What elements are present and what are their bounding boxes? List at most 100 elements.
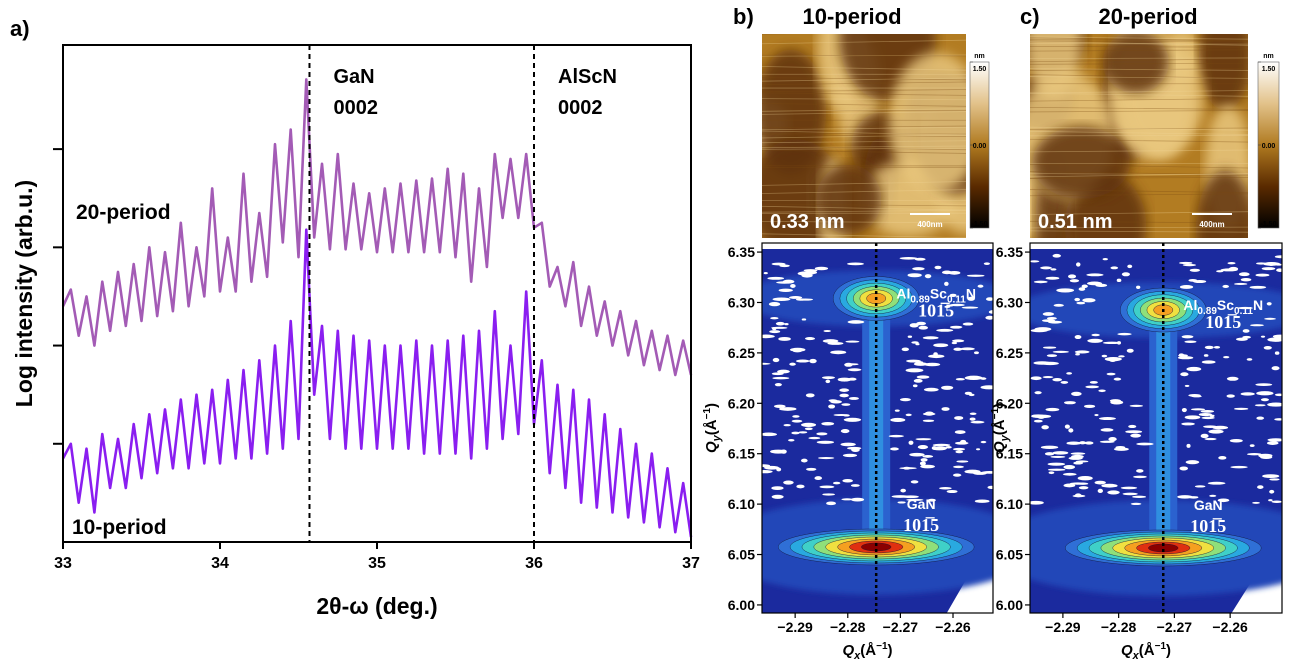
rsm-speckle — [1249, 285, 1267, 289]
afm-texture — [1030, 211, 1248, 215]
annotation: GaN — [333, 66, 374, 88]
series-label: 10-period — [72, 516, 167, 539]
afm-texture — [1030, 74, 1248, 79]
afm-texture — [762, 147, 966, 150]
roughness-label: 0.33 nm — [770, 211, 844, 233]
peak-index: 101̅5 — [918, 300, 954, 320]
rsm-speckle — [1033, 419, 1043, 423]
afm-texture — [1030, 57, 1248, 60]
x-tick-label: −2.28 — [1101, 619, 1137, 635]
rsm-speckle — [1209, 494, 1217, 497]
rsm-speckle — [1102, 258, 1109, 261]
rsm-speckle — [1031, 414, 1040, 418]
afm-feature — [1032, 126, 1131, 200]
rsm-speckle — [789, 362, 796, 366]
y-tick-label: 6.25 — [996, 345, 1023, 361]
rsm-speckle — [916, 321, 927, 326]
rsm-speckle — [891, 495, 909, 498]
afm-texture — [762, 149, 966, 154]
afm-texture — [762, 233, 966, 238]
rsm-speckle — [763, 272, 768, 275]
rsm-speckle — [922, 336, 939, 340]
afm-texture — [762, 126, 966, 131]
rsm-speckle — [779, 264, 790, 268]
afm-texture — [1030, 189, 1248, 194]
afm-texture — [762, 130, 966, 136]
label-part: Q — [703, 441, 720, 453]
afm-feature — [1195, 170, 1248, 238]
rsm-speckle — [1118, 355, 1125, 358]
rsm-speckle — [1217, 498, 1230, 503]
colorbar-unit: nm — [1263, 53, 1274, 60]
rsm-speckle — [1042, 346, 1057, 349]
afm-texture — [1030, 226, 1248, 229]
rsm-speckle — [1121, 272, 1130, 277]
rsm-speckle — [917, 445, 929, 450]
rsm-speckle — [767, 276, 785, 280]
rsm-speckle — [1230, 465, 1248, 469]
rsm-speckle — [909, 323, 919, 328]
rsm-speckle — [1129, 404, 1144, 408]
rsm-speckle — [1247, 452, 1262, 456]
rsm-speckle — [1042, 312, 1055, 316]
rsm-speckle — [1099, 440, 1115, 443]
afm-texture — [762, 39, 966, 45]
rsm-speckle — [980, 377, 987, 380]
y-tick-label: 6.15 — [996, 446, 1023, 462]
rsm-speckle — [977, 284, 984, 288]
rsm-speckle — [1207, 481, 1226, 485]
afm-texture — [762, 181, 966, 186]
rsm-speckle — [1136, 469, 1144, 473]
rsm-speckle — [894, 409, 900, 412]
label-part: ) — [888, 642, 893, 659]
rsm-speckle — [956, 460, 969, 463]
rsm-speckle — [768, 302, 781, 307]
rsm-speckle — [840, 442, 856, 447]
rsm-speckle — [1255, 383, 1273, 386]
label-part: ) — [703, 403, 720, 408]
rsm-speckle — [1220, 268, 1238, 272]
rsm-speckle — [770, 449, 787, 454]
rsm-speckle — [924, 362, 941, 367]
rsm-speckle — [839, 393, 849, 398]
afm-texture — [1030, 193, 1248, 197]
rsm-speckle — [899, 397, 911, 402]
afm-texture — [762, 111, 966, 115]
label-part: Q — [842, 642, 854, 659]
rsm-speckle — [1271, 366, 1280, 371]
afm-texture — [1030, 163, 1248, 169]
series-line — [61, 228, 693, 538]
rsm-speckle — [913, 378, 923, 383]
peak-index: 101̅5 — [903, 515, 939, 535]
rsm-speckle — [934, 265, 942, 270]
afm-texture — [762, 134, 966, 139]
rsm-speckle — [1030, 500, 1044, 505]
rsm-speckle — [1040, 445, 1059, 449]
rsm-speckle — [1045, 276, 1060, 280]
afm-texture — [1030, 46, 1248, 48]
rsm-speckle — [970, 420, 985, 424]
rsm-speckle — [1271, 500, 1282, 504]
afm-texture — [1030, 130, 1248, 135]
rsm-speckle — [1184, 384, 1190, 387]
rsm-speckle — [1136, 442, 1154, 446]
label-part: ) — [991, 403, 1008, 408]
rsm-speckle — [1194, 485, 1206, 488]
afm-texture — [1030, 138, 1248, 143]
rsm-speckle — [842, 453, 858, 458]
y-tick-label: 6.10 — [996, 496, 1023, 512]
rsm-speckle — [1255, 273, 1270, 277]
x-tick-label: −2.28 — [830, 619, 866, 635]
rsm-speckle — [1030, 376, 1042, 381]
rsm-map — [1030, 249, 1282, 613]
rsm-speckle — [922, 455, 934, 458]
rsm-speckle — [1082, 298, 1096, 303]
rsm-speckle — [1178, 353, 1184, 356]
rsm-speckle — [850, 497, 865, 502]
annotation: AlScN — [558, 66, 617, 88]
rsm-speckle — [1115, 445, 1126, 450]
rsm-speckle — [1081, 284, 1088, 289]
rsm-speckle — [941, 385, 954, 390]
x-tick-label: −2.27 — [883, 619, 919, 635]
afm-texture — [762, 54, 966, 57]
